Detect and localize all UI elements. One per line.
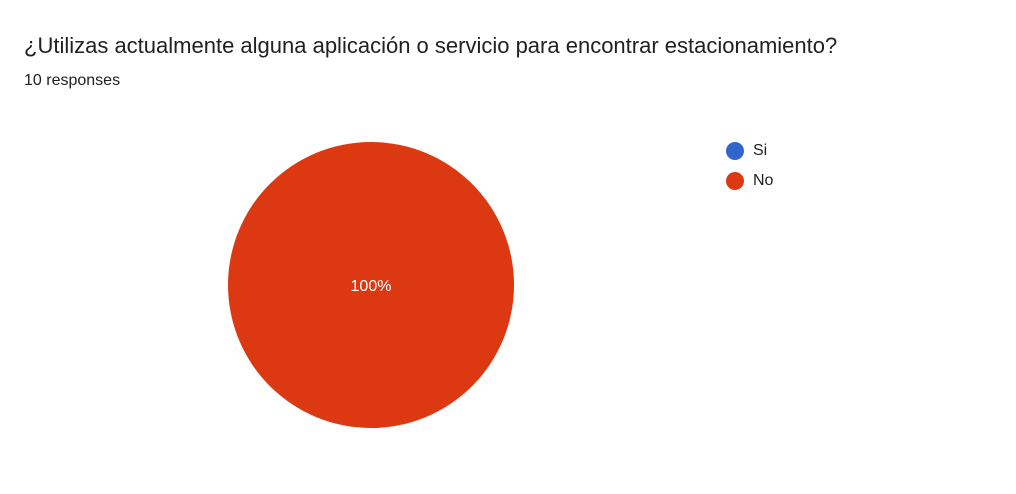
legend-label-si: Si: [753, 142, 768, 159]
legend-label-no: No: [753, 172, 774, 189]
legend-item-no[interactable]: No: [726, 171, 773, 191]
legend-swatch-no: [726, 172, 744, 190]
pie-labels: 100%: [351, 278, 392, 295]
legend-item-si[interactable]: Si: [726, 141, 773, 161]
pie-slices: [228, 142, 514, 428]
response-count: 10 responses: [24, 72, 121, 89]
question-title: ¿Utilizas actualmente alguna aplicación …: [24, 33, 838, 58]
chart-legend: Si No: [726, 141, 773, 201]
legend-swatch-si: [726, 142, 744, 160]
pie-label-no: 100%: [351, 278, 392, 295]
pie-slice-no[interactable]: [228, 142, 514, 428]
